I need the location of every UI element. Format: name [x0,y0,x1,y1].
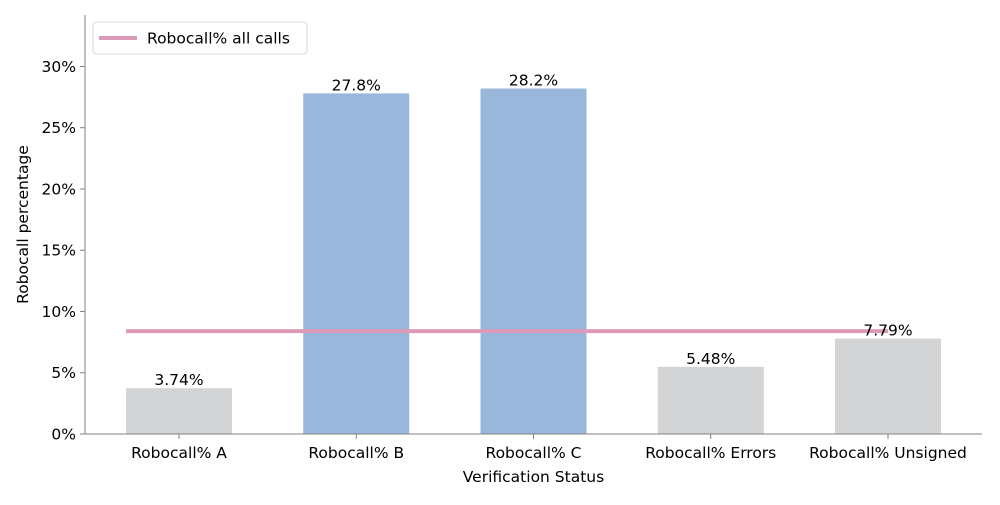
bars-layer [126,88,941,434]
bar-value-label: 28.2% [509,72,558,90]
x-axis-title: Verification Status [463,468,604,486]
y-tick-label: 30% [42,58,76,76]
y-tick-label: 15% [42,242,76,260]
bar-value-label: 5.48% [686,350,735,368]
x-tick-label: Robocall% C [486,444,582,462]
y-tick-label: 20% [42,180,76,198]
y-tick-label: 0% [51,426,76,444]
x-tick-label: Robocall% A [131,444,227,462]
bar [835,338,941,434]
legend-label: Robocall% all calls [147,30,290,48]
legend: Robocall% all calls [92,21,308,55]
x-tick-label: Robocall% Errors [645,444,776,462]
bar [657,366,764,434]
bar-value-label: 3.74% [154,371,203,389]
x-tick-label: Robocall% B [308,444,404,462]
bar-value-label: 7.79% [863,322,912,340]
x-tick-label: Robocall% Unsigned [809,444,967,462]
y-ticks: 0% 5% 10% 15% 20% 25% 30% [42,58,85,444]
bar-labels-layer: 3.74% 27.8% 28.2% 5.48% 7.79% [154,72,912,390]
legend-box [92,21,308,55]
bar-value-label: 27.8% [332,76,381,94]
x-ticks: Robocall% A Robocall% B Robocall% C Robocal… [131,434,967,462]
bar [480,88,587,434]
y-tick-label: 25% [42,119,76,137]
y-axis-title: Robocall percentage [14,145,32,304]
y-tick-label: 5% [51,364,76,382]
bar [303,93,410,434]
bar [126,388,232,434]
y-tick-label: 10% [42,303,76,321]
